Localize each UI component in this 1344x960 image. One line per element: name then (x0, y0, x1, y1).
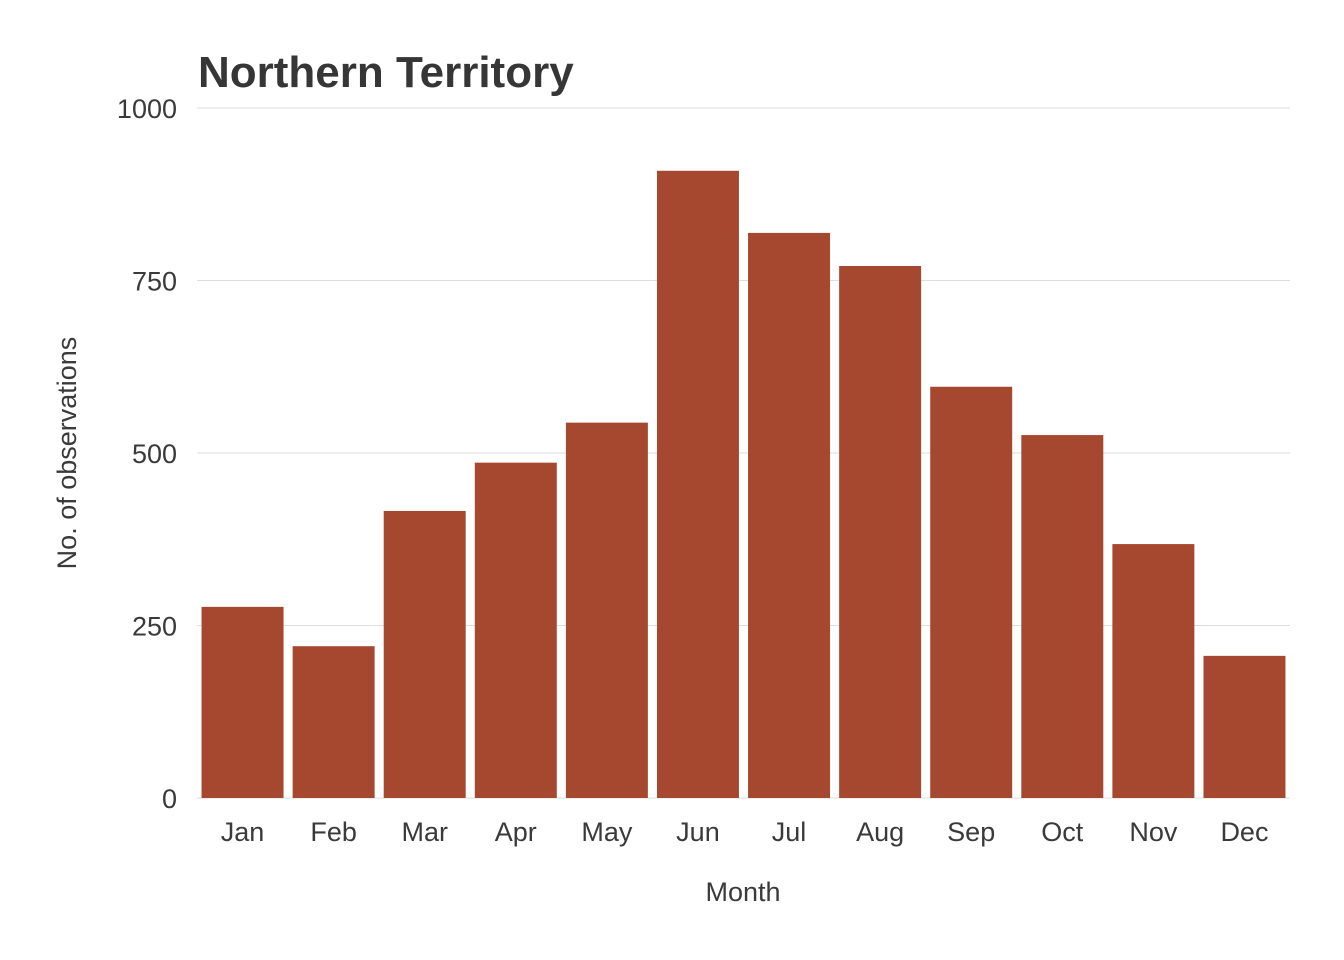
bar-oct (1021, 435, 1104, 798)
x-axis-tick-labels: Jan Feb Mar Apr May Jun Jul Aug Sep Oct Nov Dec (221, 817, 1269, 847)
x-tick-label: Sep (947, 817, 995, 847)
y-tick-label: 250 (132, 612, 177, 642)
bar-may (565, 422, 648, 798)
x-tick-label: Feb (310, 817, 357, 847)
x-tick-label: Jan (221, 817, 265, 847)
x-tick-label: Mar (401, 817, 448, 847)
bar-aug (839, 266, 922, 798)
bar-sep (930, 386, 1013, 798)
bar-mar (383, 510, 466, 798)
x-tick-label: Apr (495, 817, 537, 847)
bars (201, 170, 1286, 799)
y-tick-label: 0 (162, 784, 177, 814)
bar-jul (748, 232, 831, 798)
x-tick-label: Oct (1041, 817, 1084, 847)
x-tick-label: Dec (1220, 817, 1268, 847)
y-axis-tick-labels: 0 250 500 750 1000 (117, 94, 177, 814)
gridlines (197, 107, 1290, 799)
x-tick-label: Jun (676, 817, 720, 847)
y-tick-label: 1000 (117, 94, 177, 124)
x-tick-label: Aug (856, 817, 904, 847)
bar-dec (1203, 655, 1286, 798)
y-tick-label: 750 (132, 267, 177, 297)
bar-nov (1112, 544, 1195, 798)
bar-feb (292, 646, 375, 798)
bar-jun (656, 170, 739, 799)
bar-jan (201, 606, 284, 798)
y-axis-title: No. of observations (52, 337, 82, 570)
bar-apr (474, 462, 557, 798)
chart-title: Northern Territory (198, 48, 574, 97)
x-tick-label: Jul (772, 817, 807, 847)
x-tick-label: May (581, 817, 633, 847)
x-axis-title: Month (705, 877, 780, 907)
x-tick-label: Nov (1129, 817, 1178, 847)
y-tick-label: 500 (132, 439, 177, 469)
